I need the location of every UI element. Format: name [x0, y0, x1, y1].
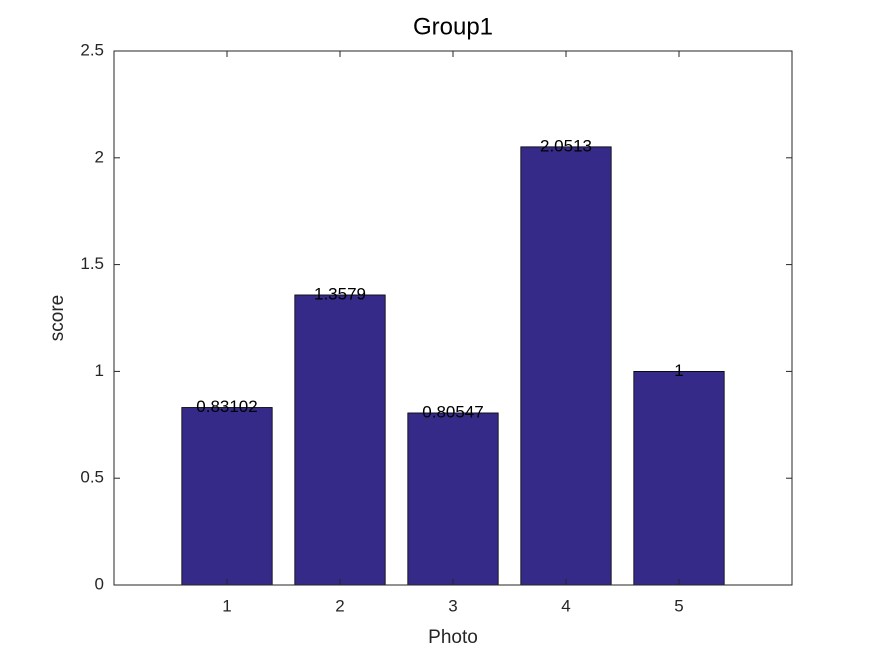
y-tick-label: 1.5 — [80, 254, 104, 273]
x-tick-label: 2 — [335, 596, 344, 615]
bar — [633, 370, 725, 586]
y-tick-label: 1 — [95, 361, 104, 380]
x-tick-label: 1 — [222, 596, 231, 615]
bar — [407, 412, 499, 586]
x-tick-label: 4 — [561, 596, 570, 615]
y-tick-label: 2.5 — [80, 40, 104, 59]
y-tick-label: 0.5 — [80, 468, 104, 487]
x-tick-label: 5 — [674, 596, 683, 615]
bar — [294, 294, 386, 586]
chart-title: Group1 — [413, 13, 493, 40]
data-label: 1 — [674, 361, 683, 380]
x-axis-label: Photo — [428, 627, 478, 648]
data-label: 2.0513 — [540, 136, 592, 155]
data-label: 0.83102 — [196, 397, 257, 416]
y-tick-label: 2 — [95, 147, 104, 166]
y-axis-label: score — [47, 295, 68, 341]
bar — [181, 407, 273, 586]
x-tick-label: 3 — [448, 596, 457, 615]
bar — [520, 146, 612, 586]
data-label: 0.80547 — [422, 402, 483, 421]
data-label: 1.3579 — [314, 284, 366, 303]
y-tick-label: 0 — [95, 574, 104, 593]
